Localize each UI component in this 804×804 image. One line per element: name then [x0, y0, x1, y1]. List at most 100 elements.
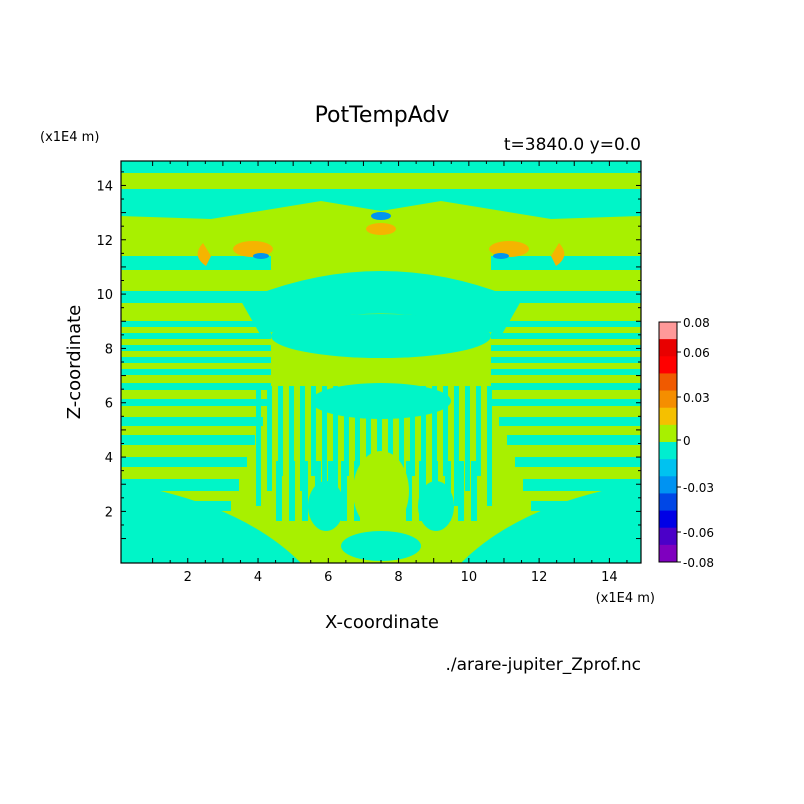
field-band-left [121, 291, 271, 303]
colorbar-segment [659, 493, 677, 511]
field-band-left [121, 321, 271, 327]
field-band-left [121, 399, 271, 406]
field-band-left [121, 417, 263, 426]
field-band-top [121, 161, 641, 173]
x-tick-label: 12 [531, 570, 548, 585]
y-tick-label: 6 [105, 397, 113, 412]
source-file-label: ./arare-jupiter_Zprof.nc [445, 655, 641, 675]
field-blue-blob [493, 253, 509, 259]
field-orange-blob [233, 241, 273, 257]
colorbar-label: 0 [683, 434, 691, 448]
colorbar-segment [659, 510, 677, 529]
field-stripe [276, 461, 282, 521]
field-band-left [121, 345, 271, 351]
x-tick-label: 2 [184, 570, 192, 585]
colorbar-label: -0.03 [683, 481, 714, 495]
x-axis-label: X-coordinate [325, 612, 439, 633]
colorbar-label: -0.08 [683, 556, 714, 570]
colorbar-segment [659, 339, 677, 357]
colorbar-segment [659, 527, 677, 546]
field-corner-right [461, 483, 641, 563]
y-tick-label: 14 [96, 179, 113, 194]
field-band-right [491, 321, 641, 327]
field-stripe [355, 386, 360, 506]
colorbar-segment [659, 356, 677, 374]
field-band-upper [121, 189, 641, 219]
colorbar-frame [658, 321, 678, 563]
field-stripe [432, 386, 437, 491]
colorbar-segment [659, 407, 677, 426]
y-tick-label: 8 [105, 342, 113, 357]
field-stripe [300, 386, 305, 491]
colorbar-segment [659, 390, 677, 409]
field-stripe [421, 386, 426, 506]
field-orange-hook [197, 243, 211, 266]
field-band-right [499, 417, 641, 426]
colorbar: 0.08 0.06 0.03 0 -0.03 -0.06 -0.08 [658, 316, 714, 570]
field-lower-blob [353, 451, 409, 531]
colorbar-label: 0.03 [683, 391, 710, 405]
y-tick-label: 10 [96, 288, 113, 303]
field-stripe [487, 386, 492, 506]
x-tick-label: 14 [601, 570, 618, 585]
field-band-right [491, 399, 641, 406]
field-band-right [507, 435, 641, 445]
field-orange-blob [366, 223, 396, 235]
field-band-right [491, 357, 641, 363]
field-corner-left [121, 483, 301, 563]
colorbar-label: 0.08 [683, 316, 710, 330]
field-stripe [344, 386, 349, 476]
colorbar-label: 0.06 [683, 346, 710, 360]
field-orange-hook [551, 243, 565, 266]
field-stripe [311, 386, 316, 476]
y-tick-label: 2 [105, 505, 113, 520]
colorbar-segment [659, 322, 677, 340]
colorbar-label: -0.06 [683, 526, 714, 540]
field-band-left [121, 383, 271, 390]
colorbar-segment [659, 442, 677, 460]
colorbar-segment [659, 544, 677, 563]
field-stripe [458, 461, 464, 521]
field-stripe [302, 461, 308, 521]
field-stripe [289, 386, 294, 506]
x-tick-label: 4 [254, 570, 262, 585]
field-band-left [121, 369, 271, 375]
field-stripe [399, 386, 404, 491]
field-band-right [491, 345, 641, 351]
field-band-left [121, 357, 271, 363]
field-band-right [491, 333, 641, 339]
field-band-right [515, 457, 641, 467]
field-stripe [322, 386, 327, 506]
field-stripe [465, 386, 470, 491]
x-tick-label: 8 [394, 570, 402, 585]
field-stripe [256, 386, 261, 506]
x-unit-label: (x1E4 m) [596, 591, 655, 606]
field-stripe [267, 386, 272, 491]
field-central-lobe [271, 314, 491, 358]
field-stripe [454, 386, 459, 506]
x-tick-label: 6 [324, 570, 332, 585]
y-tick-label: 4 [105, 451, 113, 466]
field-stripe [289, 461, 295, 521]
field-lower-blob [308, 481, 344, 531]
y-unit-label: (x1E4 m) [40, 130, 99, 145]
colorbar-segment [659, 476, 677, 494]
y-axis-label: Z-coordinate [64, 305, 85, 420]
field-stripe [366, 386, 371, 491]
field-blue-blob [253, 253, 269, 259]
field-stripe [341, 461, 347, 521]
field-band-left [121, 435, 255, 445]
field-band-right [491, 256, 641, 270]
colorbar-segment [659, 424, 677, 443]
y-tick-label: 12 [96, 234, 113, 249]
field-blue-blob [371, 212, 391, 220]
field-lower-blob [341, 531, 421, 561]
colorbar-segment [659, 459, 677, 477]
field-band-left [121, 479, 239, 491]
field-band-left [121, 333, 271, 339]
field-band-right [491, 369, 641, 375]
field-band-right [491, 383, 641, 390]
field-stripe [278, 386, 283, 476]
plot-area: 2 4 6 8 10 12 14 2 4 6 8 10 12 14 [96, 160, 642, 585]
